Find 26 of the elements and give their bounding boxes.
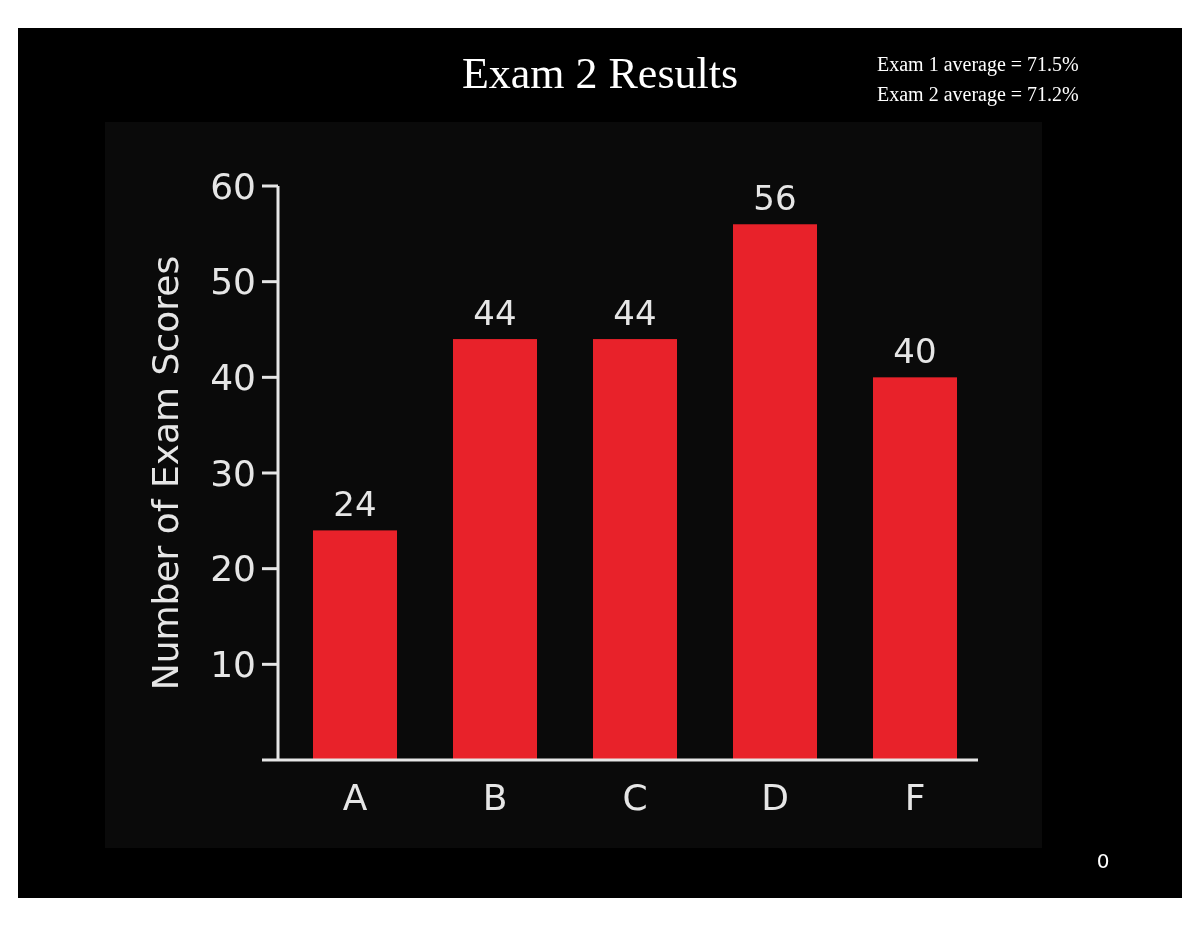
bar [873,377,957,760]
y-axis-title: Number of Exam Scores [145,255,186,691]
x-tick-label: F [904,777,926,818]
data-label: 56 [753,178,797,219]
data-label: 44 [613,293,657,334]
y-tick-label: 10 [210,643,256,685]
x-tick-label: C [622,777,648,818]
bar [593,339,677,760]
bar [453,339,537,760]
chart-title: Exam 2 Results [461,49,739,98]
bar [313,530,397,760]
y-tick-label: 20 [210,548,256,590]
text: Exam 2 average = 71.2% [877,83,1079,106]
y-tick-label: 50 [210,261,256,303]
text: Exam 1 average = 71.5% [877,53,1079,76]
data-label: 24 [333,484,377,525]
x-tick-label: D [761,777,789,818]
data-label: 44 [473,293,517,334]
y-tick-label: 60 [210,165,256,207]
data-label: 40 [893,331,937,372]
x-tick-label: B [482,777,508,818]
y-tick-label: 30 [210,452,256,494]
x-tick-label: A [342,777,368,818]
y-tick-label: 40 [210,356,256,398]
bar [733,224,817,760]
text: 0 [1096,849,1110,873]
